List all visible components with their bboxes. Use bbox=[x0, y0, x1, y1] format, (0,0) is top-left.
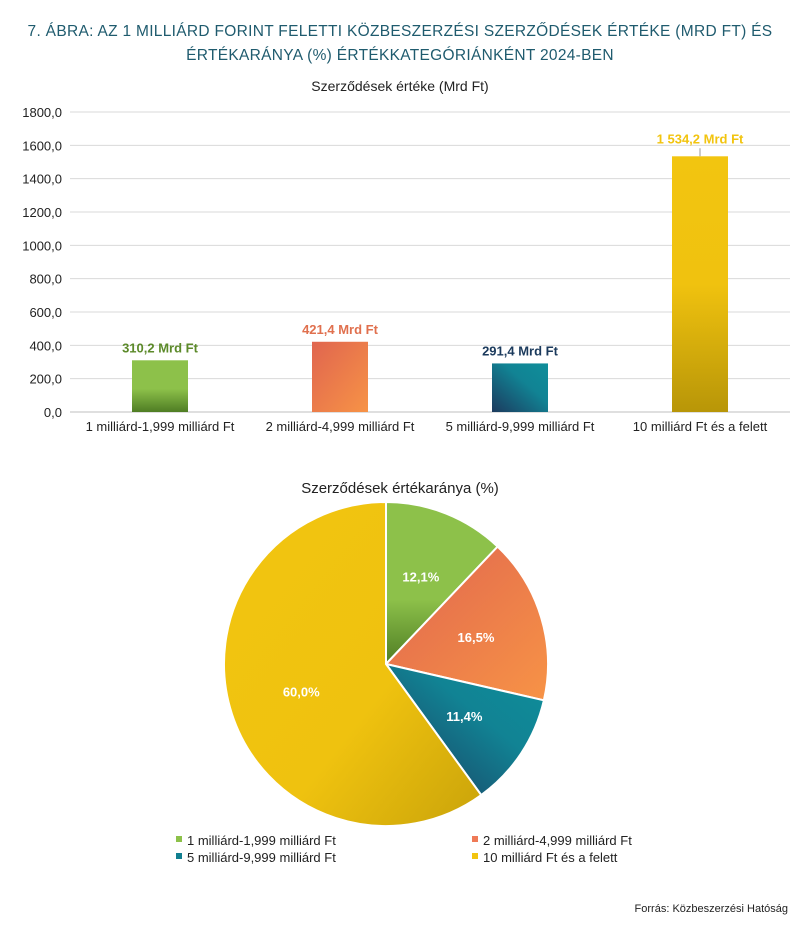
bar-x-tick-label: 10 milliárd Ft és a felett bbox=[633, 419, 768, 434]
bar-data-label: 291,4 Mrd Ft bbox=[482, 343, 559, 358]
bar-x-tick-label: 1 milliárd-1,999 milliárd Ft bbox=[86, 419, 235, 434]
legend-swatch bbox=[472, 853, 478, 859]
figure-title-line-2: ÉRTÉKARÁNYA (%) ÉRTÉKKATEGÓRIÁNKÉNT 2024… bbox=[186, 47, 614, 64]
source-note: Forrás: Közbeszerzési Hatóság bbox=[634, 903, 788, 915]
figure-title: 7. ÁBRA: AZ 1 MILLIÁRD FORINT FELETTI KÖ… bbox=[0, 20, 800, 68]
pie-slice bbox=[223, 500, 483, 827]
bar-chart: Szerződések értéke (Mrd Ft) 0,0 200,0 400,… bbox=[22, 78, 790, 434]
bar-chart-gridlines bbox=[70, 111, 790, 413]
bar-y-tick-label: 1200,0 bbox=[22, 205, 62, 220]
bar-chart-x-axis: 1 milliárd-1,999 milliárd Ft 2 milliárd-4… bbox=[86, 419, 768, 434]
legend-label: 10 milliárd Ft és a felett bbox=[483, 850, 618, 865]
bar-y-tick-label: 600,0 bbox=[29, 305, 62, 320]
bar-y-tick-label: 1000,0 bbox=[22, 238, 62, 253]
bar-y-tick-label: 1600,0 bbox=[22, 138, 62, 153]
bar bbox=[672, 156, 728, 412]
bar-y-tick-label: 0,0 bbox=[44, 405, 62, 420]
pie-slice bbox=[383, 662, 546, 797]
pie-slice bbox=[385, 500, 500, 667]
pie-data-label: 11,4% bbox=[446, 709, 483, 724]
legend-label: 1 milliárd-1,999 milliárd Ft bbox=[187, 833, 336, 848]
bar-x-tick-label: 2 milliárd-4,999 milliárd Ft bbox=[266, 419, 415, 434]
bar bbox=[132, 360, 188, 412]
bar-y-tick-label: 1800,0 bbox=[22, 105, 62, 120]
pie-chart-legend: 1 milliárd-1,999 milliárd Ft 2 milliárd-4… bbox=[176, 833, 632, 865]
figure-title-line-1: 7. ÁBRA: AZ 1 MILLIÁRD FORINT FELETTI KÖ… bbox=[27, 23, 773, 40]
bar bbox=[492, 363, 548, 412]
bar-data-label: 1 534,2 Mrd Ft bbox=[657, 131, 744, 146]
pie-chart-title: Szerződések értékaránya (%) bbox=[301, 480, 499, 497]
pie-data-label: 16,5% bbox=[458, 630, 495, 645]
bar-y-tick-label: 800,0 bbox=[29, 272, 62, 287]
pie-slice bbox=[384, 545, 549, 702]
pie-data-label: 60,0% bbox=[283, 685, 320, 700]
bar-x-tick-label: 5 milliárd-9,999 milliárd Ft bbox=[446, 419, 595, 434]
bar bbox=[312, 341, 368, 412]
pie-data-label: 12,1% bbox=[402, 570, 439, 585]
bar-y-tick-label: 1400,0 bbox=[22, 172, 62, 187]
bar-data-label: 421,4 Mrd Ft bbox=[302, 322, 379, 337]
pie-chart-data-labels: 12,1% 16,5% 11,4% 60,0% bbox=[283, 570, 495, 724]
bar-chart-y-axis: 0,0 200,0 400,0 600,0 800,0 1000,0 1200,0 1400,… bbox=[22, 105, 62, 420]
pie-chart-slices bbox=[223, 500, 549, 827]
bar-chart-title: Szerződések értéke (Mrd Ft) bbox=[311, 78, 488, 94]
bar-data-label: 310,2 Mrd Ft bbox=[122, 340, 199, 355]
legend-label: 2 milliárd-4,999 milliárd Ft bbox=[483, 833, 632, 848]
bar-y-tick-label: 200,0 bbox=[29, 372, 62, 387]
legend-label: 5 milliárd-9,999 milliárd Ft bbox=[187, 850, 336, 865]
bar-chart-data-labels: 310,2 Mrd Ft 421,4 Mrd Ft 291,4 Mrd Ft 1 53… bbox=[122, 131, 744, 358]
pie-chart: Szerződések értékaránya (%) 12,1% 16,5% 11… bbox=[176, 480, 632, 865]
bar-chart-bars bbox=[132, 156, 728, 412]
bar-y-tick-label: 400,0 bbox=[29, 338, 62, 353]
legend-swatch bbox=[176, 853, 182, 859]
legend-swatch bbox=[176, 836, 182, 842]
legend-swatch bbox=[472, 836, 478, 842]
